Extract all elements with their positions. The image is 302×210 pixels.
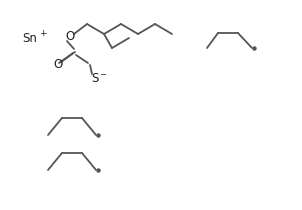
Text: Sn: Sn — [22, 32, 37, 45]
Text: −: − — [99, 71, 107, 80]
Text: O: O — [65, 30, 75, 43]
Text: O: O — [53, 59, 63, 71]
Text: S: S — [91, 71, 99, 84]
Text: +: + — [39, 29, 47, 38]
